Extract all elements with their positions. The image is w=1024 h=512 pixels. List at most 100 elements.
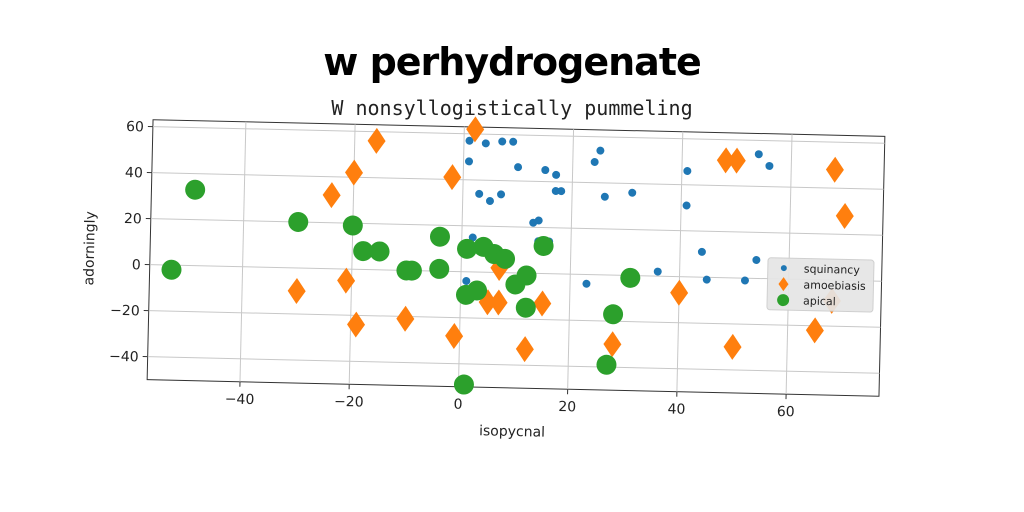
x-tick-label: 0 [453, 397, 462, 413]
squinancy-point [534, 216, 543, 225]
apical-point [495, 248, 516, 269]
x-tick-label: 60 [777, 404, 795, 420]
y-gridline [148, 310, 881, 328]
apical-point [288, 211, 309, 232]
apical-point [457, 238, 478, 259]
amoebiasis-point [825, 156, 844, 183]
y-gridline [149, 264, 882, 282]
squinancy-point [682, 201, 691, 210]
amoebiasis-point [478, 289, 497, 316]
squinancy-point [497, 190, 506, 199]
legend-marker-amoebiasis [778, 277, 789, 292]
squinancy-point [481, 139, 490, 148]
squinancy-point [628, 188, 637, 197]
amoebiasis-point [727, 147, 746, 174]
chart-subtitle: W nonsyllogistically pummeling [331, 96, 693, 120]
y-axis-label: adorningly [81, 211, 99, 286]
squinancy-point [465, 157, 474, 166]
amoebiasis-point [367, 127, 386, 154]
squinancy-point [653, 267, 662, 276]
apical-point [467, 280, 488, 301]
y-tick-label: 20 [124, 211, 142, 227]
squinancy-point [468, 233, 477, 242]
apical-point [533, 235, 554, 256]
amoebiasis-point [347, 311, 366, 338]
squinancy-point [754, 150, 763, 159]
x-tick-label: 20 [558, 399, 576, 415]
squinancy-point [509, 137, 518, 146]
data-points [161, 116, 854, 395]
apical-point [185, 179, 206, 200]
amoebiasis-point [287, 278, 306, 304]
amoebiasis-point [533, 290, 552, 317]
plot-area: −40 −20 0 20 40 60 −40 −20 0 20 40 60 isopycnal ado… [81, 116, 886, 441]
y-tick-label: 0 [132, 257, 141, 273]
amoebiasis-point [337, 267, 356, 294]
amoebiasis-point [396, 305, 415, 332]
apical-point [369, 241, 390, 262]
y-gridline [147, 356, 880, 374]
squinancy-point [514, 163, 523, 172]
x-gridline [567, 129, 575, 390]
apical-point [401, 260, 422, 281]
squinancy-point [552, 170, 561, 179]
x-gridline [239, 121, 247, 382]
amoebiasis-point [603, 331, 622, 358]
squinancy-point [740, 276, 749, 285]
legend-label-squinancy: squinancy [804, 263, 861, 277]
legend-label-amoebiasis: amoebiasis [803, 279, 866, 293]
apical-point [353, 241, 374, 262]
y-tick-label: 60 [126, 119, 144, 135]
apical-point [603, 304, 624, 325]
apical-point [342, 215, 363, 236]
amoebiasis-point [345, 159, 364, 186]
amoebiasis-point [835, 202, 854, 229]
x-gridline [676, 131, 684, 392]
y-gridline [151, 172, 884, 190]
squinancy-point [590, 157, 599, 166]
grid [142, 121, 885, 400]
amoebiasis-point [489, 289, 508, 316]
squinancy-point [541, 166, 550, 175]
y-tick-label: 40 [125, 165, 143, 181]
y-gridline [152, 126, 885, 144]
squinancy-point [765, 161, 774, 170]
apical-point [596, 354, 617, 375]
amoebiasis-point [515, 336, 534, 363]
x-tick-label: 40 [667, 401, 685, 417]
plot-frame [146, 119, 886, 397]
apical-point [515, 297, 536, 318]
legend: squinancy amoebiasis apical [766, 257, 875, 313]
legend-box [766, 257, 875, 313]
squinancy-point [465, 136, 474, 145]
x-tick-label: −40 [225, 391, 255, 408]
squinancy-point [498, 137, 507, 146]
amoebiasis-point [670, 279, 689, 306]
amoebiasis-point [716, 147, 735, 174]
legend-marker-squinancy [780, 265, 787, 272]
apical-point [453, 374, 474, 395]
squinancy-point [475, 189, 484, 198]
y-tick-label: −40 [109, 349, 139, 366]
apical-point [161, 259, 182, 280]
amoebiasis-point [466, 116, 485, 143]
x-axis-label: isopycnal [479, 423, 545, 440]
squinancy-point [697, 247, 706, 256]
squinancy-point [596, 146, 605, 155]
amoebiasis-point [443, 164, 462, 191]
legend-label-apical: apical [803, 295, 836, 309]
squinancy-point [582, 279, 591, 288]
chart-title: w perhydrogenate [323, 40, 702, 84]
amoebiasis-point [805, 317, 824, 344]
amoebiasis-point [723, 333, 742, 360]
amoebiasis-point [445, 323, 464, 349]
apical-point [429, 258, 450, 279]
squinancy-point [752, 256, 761, 265]
tick-labels: −40 −20 0 20 40 60 −40 −20 0 20 40 60 [109, 119, 795, 420]
squinancy-point [600, 192, 609, 201]
x-tick-label: −20 [334, 394, 364, 411]
squinancy-point [462, 277, 471, 286]
squinancy-point [683, 166, 692, 175]
apical-point [620, 267, 641, 288]
